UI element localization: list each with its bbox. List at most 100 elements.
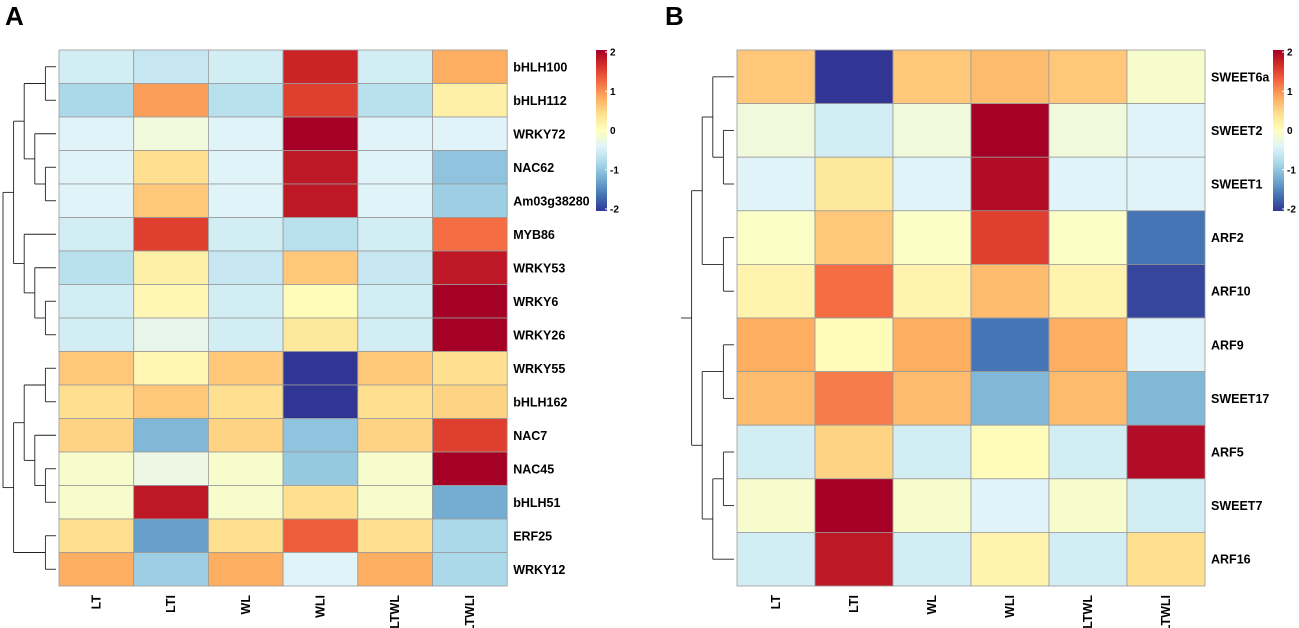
heatmap-cell — [736, 532, 816, 587]
heatmap-cell — [58, 485, 135, 520]
heatmap-cell — [133, 518, 209, 553]
heatmap-cell — [282, 384, 359, 419]
column-label: LT — [769, 595, 783, 610]
row-label: ARF2 — [1211, 231, 1244, 245]
row-label: MYB86 — [513, 228, 555, 242]
heatmap-cell — [133, 183, 209, 218]
heatmap-cell — [58, 83, 135, 118]
heatmap-cell — [357, 217, 433, 252]
heatmap-cell — [736, 263, 816, 319]
legend-tick-label: -1 — [610, 165, 619, 176]
heatmap-cell — [58, 518, 135, 553]
heatmap-cell — [1048, 424, 1128, 480]
legend-tick-label: -2 — [1287, 205, 1296, 216]
heatmap-cell — [814, 317, 894, 372]
heatmap-cell — [1048, 49, 1128, 104]
heatmap-cell — [282, 518, 359, 553]
row-label: WRKY26 — [513, 328, 565, 342]
heatmap-cell — [1126, 317, 1206, 372]
heatmap-cell — [814, 210, 894, 265]
heatmap-cell — [432, 284, 508, 319]
heatmap-cell — [58, 451, 135, 486]
heatmap-cell — [58, 552, 135, 587]
heatmap-cell — [207, 49, 284, 84]
heatmap-cell — [814, 156, 894, 212]
heatmap-cell — [357, 552, 433, 587]
heatmap-cell — [1126, 424, 1206, 480]
heatmap-cell — [133, 116, 209, 151]
heatmap-cell — [58, 49, 135, 84]
legend-tick-label: 0 — [1287, 126, 1293, 137]
heatmap-cell — [357, 284, 433, 319]
column-label: LTWL — [1081, 595, 1095, 628]
heatmap-cell — [58, 351, 135, 386]
heatmap-cell — [58, 116, 135, 151]
heatmap-cell — [970, 263, 1050, 319]
row-label: WRKY6 — [513, 295, 558, 309]
row-label: SWEET7 — [1211, 499, 1262, 513]
column-label: WLI — [1003, 595, 1017, 618]
heatmap-cell — [282, 284, 359, 319]
row-label: bHLH112 — [513, 94, 567, 108]
heatmap-cell — [736, 371, 816, 426]
heatmap-cell — [282, 150, 359, 185]
row-label: NAC62 — [513, 161, 554, 175]
heatmap-cell — [207, 451, 284, 486]
heatmap-cell — [207, 183, 284, 218]
column-label: WLI — [313, 595, 327, 618]
column-label: LT — [89, 595, 103, 610]
heatmap-cell — [1126, 478, 1206, 533]
heatmap-cell — [133, 485, 209, 520]
legend-tick-label: -1 — [1287, 165, 1296, 176]
row-label: bHLH100 — [513, 60, 567, 74]
heatmap-cell — [207, 284, 284, 319]
row-label: WRKY55 — [513, 362, 565, 376]
heatmap-cell — [58, 217, 135, 252]
heatmap-cell — [357, 49, 433, 84]
heatmap-cell — [357, 384, 433, 419]
heatmap-cell — [432, 384, 508, 419]
heatmap-cell — [1126, 103, 1206, 158]
heatmap-panel-b: B SWEET6a SWEET2 SWEET1 ARF2 ARF10 ARF9 SWEET1… — [665, 1, 1296, 628]
heatmap-cell — [58, 384, 135, 419]
heatmap-cell — [207, 384, 284, 419]
column-label: WL — [925, 595, 939, 615]
color-legend-bar — [596, 50, 607, 211]
row-label: ARF5 — [1211, 446, 1244, 460]
heatmap-cell — [970, 371, 1050, 426]
heatmap-cell — [133, 351, 209, 386]
heatmap-cell — [432, 317, 508, 352]
heatmap-cell — [133, 250, 209, 285]
heatmap-cell — [814, 263, 894, 319]
row-label: ARF9 — [1211, 338, 1244, 352]
heatmap-cell — [133, 83, 209, 118]
heatmap-cell — [814, 49, 894, 104]
column-label: LTWLI — [463, 595, 477, 628]
heatmap-cell — [1048, 103, 1128, 158]
heatmap-cell — [814, 424, 894, 480]
heatmap-cell — [282, 317, 359, 352]
column-label: LTWLI — [1159, 595, 1173, 628]
heatmap-cell — [432, 418, 508, 453]
heatmap-cell — [207, 418, 284, 453]
heatmap-cell — [357, 351, 433, 386]
heatmap-cell — [892, 210, 972, 265]
heatmap-cell — [357, 116, 433, 151]
heatmap-cell — [207, 116, 284, 151]
heatmap-cell — [133, 284, 209, 319]
heatmap-cell — [892, 317, 972, 372]
heatmap-cell — [282, 485, 359, 520]
heatmap-cell — [282, 49, 359, 84]
heatmap-cell — [892, 263, 972, 319]
heatmap-cell — [892, 424, 972, 480]
heatmap-cell — [892, 371, 972, 426]
heatmap-cell — [357, 250, 433, 285]
legend-tick-label: -2 — [610, 205, 619, 216]
heatmap-cell — [282, 116, 359, 151]
heatmap-cell — [892, 103, 972, 158]
heatmap-cell — [970, 424, 1050, 480]
heatmap-cell — [357, 518, 433, 553]
heatmap-cell — [282, 83, 359, 118]
heatmap-cell — [736, 49, 816, 104]
heatmap-cell — [970, 317, 1050, 372]
